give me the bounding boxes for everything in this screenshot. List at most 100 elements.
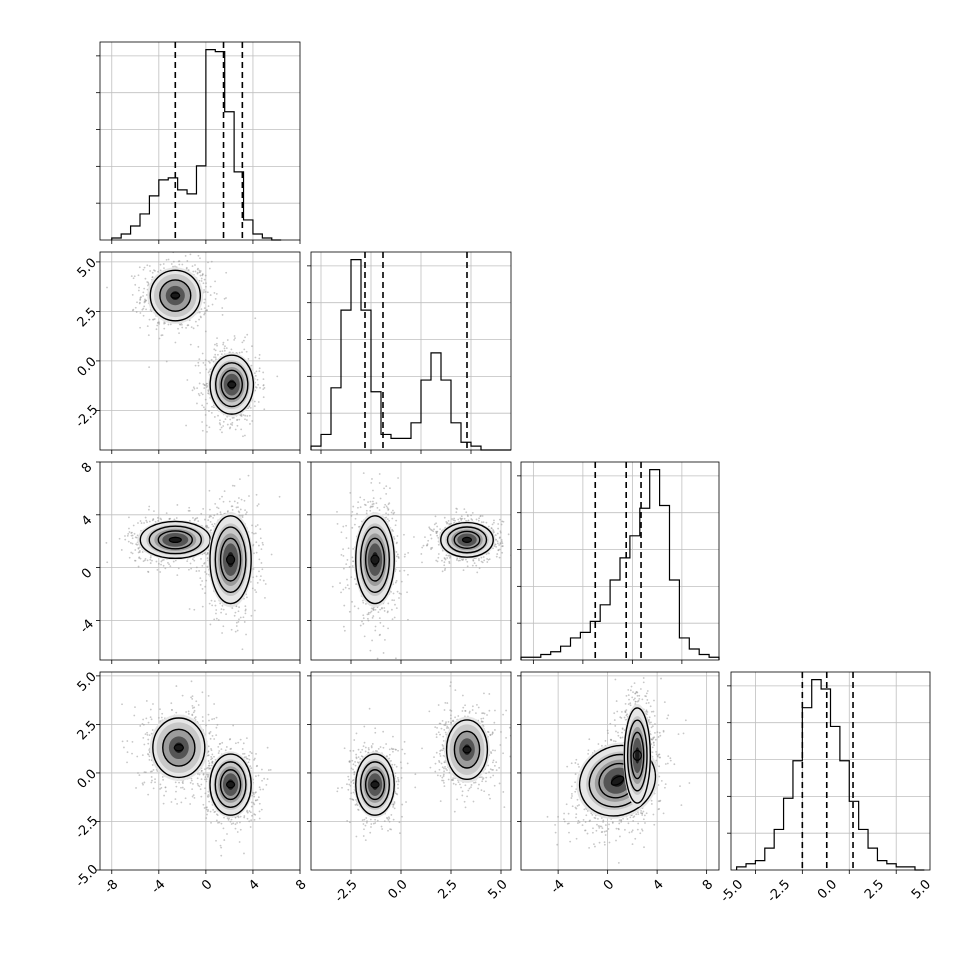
sample-point — [342, 588, 345, 591]
sample-point — [210, 764, 213, 767]
sample-point — [144, 277, 147, 280]
sample-point — [403, 533, 405, 536]
sample-point — [386, 611, 389, 614]
sample-point — [155, 328, 158, 331]
sample-point — [199, 577, 202, 580]
sample-point — [205, 573, 208, 575]
sample-point — [226, 415, 229, 418]
sample-point — [202, 406, 205, 409]
sample-point — [264, 583, 267, 585]
sample-point — [207, 745, 210, 748]
sample-point — [342, 554, 345, 557]
sample-point — [225, 271, 228, 274]
sample-point — [148, 265, 151, 267]
sample-point — [434, 515, 437, 518]
sample-point — [194, 264, 196, 266]
sample-point — [245, 511, 248, 514]
sample-point — [517, 533, 519, 535]
sample-point — [396, 535, 399, 537]
sample-point — [147, 721, 150, 724]
sample-point — [105, 541, 108, 544]
sample-point — [253, 372, 256, 375]
contour-line — [148, 525, 202, 555]
sample-point — [204, 592, 206, 595]
sample-point — [364, 603, 367, 605]
sample-point — [362, 472, 365, 475]
sample-point — [392, 509, 394, 512]
sample-point — [466, 514, 469, 516]
sample-point — [204, 298, 206, 301]
sample-point — [396, 541, 398, 544]
sample-point — [346, 578, 348, 581]
sample-point — [197, 704, 200, 706]
sample-point — [244, 336, 246, 339]
sample-point — [351, 510, 354, 513]
sample-point — [379, 621, 382, 624]
sample-point — [200, 783, 203, 786]
sample-point — [148, 505, 151, 508]
sample-point — [189, 343, 192, 346]
sample-point — [135, 311, 138, 313]
sample-point — [498, 518, 501, 521]
sample-point — [157, 716, 160, 719]
sample-point — [208, 508, 211, 511]
sample-point — [241, 341, 244, 344]
sample-point — [195, 517, 197, 520]
sample-point — [219, 350, 222, 353]
sample-point — [139, 520, 142, 522]
sample-point — [352, 548, 355, 550]
sample-point — [395, 579, 398, 582]
sample-point — [339, 582, 341, 584]
sample-point — [144, 771, 147, 774]
sample-point — [181, 694, 184, 697]
sample-point — [139, 312, 142, 314]
sample-point — [254, 532, 257, 535]
sample-point — [233, 338, 236, 341]
sample-point — [188, 509, 191, 512]
sample-point — [142, 314, 145, 317]
sample-point — [429, 534, 432, 536]
sample-point — [204, 571, 207, 573]
sample-point — [475, 518, 478, 521]
sample-point — [219, 419, 221, 422]
sample-point — [199, 274, 202, 277]
sample-point — [254, 525, 257, 528]
sample-point — [213, 348, 216, 351]
sample-point — [244, 509, 246, 511]
sample-point — [246, 596, 248, 599]
sample-point — [197, 520, 200, 523]
sample-point — [214, 356, 217, 359]
sample-point — [433, 523, 436, 526]
sample-point — [393, 616, 396, 619]
sample-point — [400, 593, 402, 595]
sample-point — [343, 604, 346, 607]
sample-point — [176, 802, 179, 805]
sample-point — [256, 581, 259, 584]
sample-point — [196, 271, 199, 274]
sample-point — [130, 534, 133, 537]
sample-point — [477, 519, 480, 522]
sample-point — [142, 736, 145, 739]
sample-point — [137, 274, 140, 277]
sample-point — [240, 428, 243, 431]
sample-point — [498, 548, 501, 551]
sample-point — [147, 793, 150, 796]
sample-point — [137, 522, 139, 524]
sample-point — [208, 719, 210, 722]
density-cell — [227, 552, 235, 568]
sample-point — [255, 575, 258, 578]
sample-point — [165, 512, 168, 514]
sample-point — [224, 418, 227, 421]
sample-point — [124, 535, 126, 537]
sample-point — [482, 556, 485, 558]
sample-point — [150, 776, 153, 778]
sample-point — [145, 294, 148, 296]
sample-point — [157, 519, 160, 522]
sample-point — [383, 607, 386, 609]
sample-point — [447, 554, 450, 557]
sample-point — [385, 485, 388, 488]
sample-point — [198, 269, 201, 272]
sample-point — [197, 267, 199, 270]
sample-point — [437, 543, 440, 546]
sample-point — [138, 551, 141, 554]
